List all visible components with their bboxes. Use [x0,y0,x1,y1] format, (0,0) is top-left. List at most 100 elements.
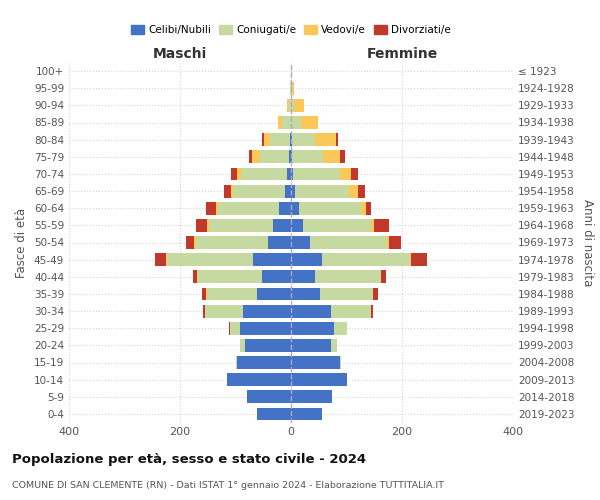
Bar [295,184,349,198]
Bar [185,236,194,249]
Bar [299,202,361,214]
Bar [334,322,347,334]
Bar [196,219,207,232]
Bar [215,202,218,214]
Bar [331,304,371,318]
Bar [233,184,286,198]
Bar [205,304,243,318]
Bar [207,219,209,232]
Bar [291,202,299,214]
Bar [358,184,365,198]
Bar [371,304,373,318]
Bar [291,356,340,369]
Bar [331,339,337,352]
Bar [291,150,292,163]
Bar [236,168,241,180]
Bar [292,150,323,163]
Bar [303,219,371,232]
Bar [194,236,196,249]
Bar [231,168,236,180]
Bar [279,202,291,214]
Bar [373,288,377,300]
Bar [291,339,331,352]
Bar [236,356,291,369]
Bar [282,116,291,129]
Bar [230,322,240,334]
Bar [252,150,260,163]
Bar [289,150,291,163]
Bar [410,253,412,266]
Bar [320,288,373,300]
Bar [286,184,291,198]
Bar [218,202,279,214]
Bar [322,253,410,266]
Bar [262,270,291,283]
Bar [323,150,340,163]
Bar [206,288,257,300]
Bar [291,373,347,386]
Bar [301,116,317,129]
Bar [278,116,282,129]
Bar [340,150,345,163]
Bar [336,133,338,146]
Bar [291,253,322,266]
Bar [202,288,206,300]
Bar [291,64,292,78]
Bar [310,236,387,249]
Bar [291,390,332,403]
Bar [366,202,371,214]
Bar [224,184,230,198]
Bar [374,219,389,232]
Bar [241,168,287,180]
Bar [387,236,389,249]
Bar [293,168,340,180]
Bar [291,116,301,129]
Bar [209,219,273,232]
Bar [291,408,322,420]
Bar [253,253,291,266]
Bar [287,168,291,180]
Bar [243,304,291,318]
Bar [227,373,291,386]
Bar [340,168,352,180]
Bar [291,219,303,232]
Y-axis label: Fasce di età: Fasce di età [16,208,28,278]
Bar [291,168,293,180]
Bar [361,202,366,214]
Bar [167,253,253,266]
Bar [241,339,245,352]
Bar [316,270,381,283]
Bar [291,184,295,198]
Text: COMUNE DI SAN CLEMENTE (RN) - Dati ISTAT 1° gennaio 2024 - Elaborazione TUTTITAL: COMUNE DI SAN CLEMENTE (RN) - Dati ISTAT… [12,481,444,490]
Bar [193,270,197,283]
Bar [291,288,320,300]
Bar [257,288,291,300]
Bar [245,339,291,352]
Bar [292,82,295,94]
Bar [295,99,304,112]
Bar [340,356,341,369]
Bar [290,133,291,146]
Bar [262,133,264,146]
Text: Popolazione per età, sesso e stato civile - 2024: Popolazione per età, sesso e stato civil… [12,452,366,466]
Bar [155,253,166,266]
Bar [260,150,289,163]
Bar [291,322,334,334]
Bar [371,219,374,232]
Legend: Celibi/Nubili, Coniugati/e, Vedovi/e, Divorziati/e: Celibi/Nubili, Coniugati/e, Vedovi/e, Di… [127,21,455,40]
Bar [273,219,291,232]
Bar [203,304,205,318]
Y-axis label: Anni di nascita: Anni di nascita [581,199,594,286]
Bar [166,253,167,266]
Bar [271,133,290,146]
Bar [264,133,271,146]
Bar [292,133,315,146]
Bar [389,236,401,249]
Bar [249,150,252,163]
Text: Maschi: Maschi [153,47,207,61]
Bar [197,270,199,283]
Bar [291,270,316,283]
Bar [287,99,289,112]
Bar [382,270,386,283]
Bar [291,99,295,112]
